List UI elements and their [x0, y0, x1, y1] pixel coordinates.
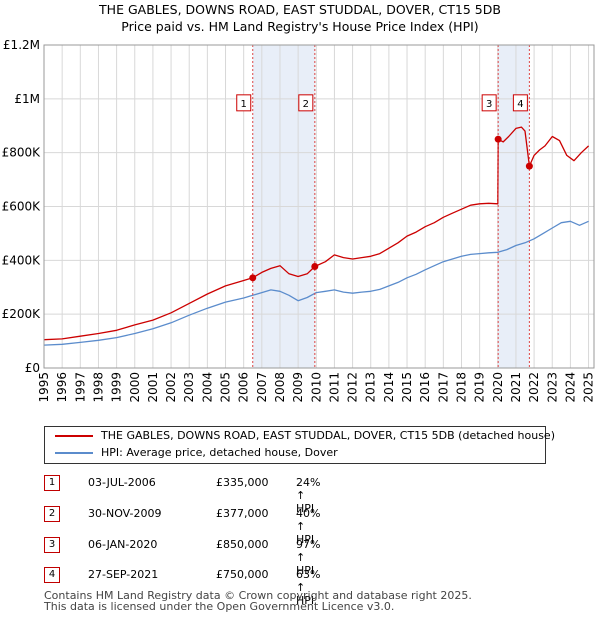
chart-subtitle: Price paid vs. HM Land Registry's House … [121, 19, 478, 34]
x-tick-label: 2004 [200, 372, 214, 403]
footer-attribution: Contains HM Land Registry data © Crown c… [44, 590, 472, 612]
sale-hpi-change: 40% ↑ HPI [296, 507, 321, 546]
legend-swatch-property [55, 435, 93, 437]
y-tick-label: £400K [2, 253, 42, 267]
y-tick-label: £0 [25, 361, 40, 375]
sale-marker-label: 4 [517, 99, 523, 110]
x-tick-label: 2005 [219, 372, 233, 403]
x-tick-label: 1999 [110, 372, 124, 403]
x-tick-label: 1996 [55, 372, 69, 403]
x-tick-label: 2002 [164, 372, 178, 403]
sale-number-badge: 3 [44, 537, 60, 553]
x-tick-label: 1998 [91, 372, 105, 403]
x-tick-label: 2009 [291, 372, 305, 403]
footer-line-licence: This data is licensed under the Open Gov… [44, 600, 395, 613]
x-tick-label: 2003 [182, 372, 196, 403]
x-tick-label: 2006 [237, 372, 251, 403]
x-tick-label: 2012 [346, 372, 360, 403]
chart-title: THE GABLES, DOWNS ROAD, EAST STUDDAL, DO… [98, 2, 501, 17]
x-tick-label: 2024 [563, 372, 577, 403]
x-tick-label: 2016 [418, 372, 432, 403]
sale-price: £850,000 [216, 538, 269, 551]
y-tick-label: £800K [2, 146, 42, 160]
sale-marker-label: 1 [241, 99, 247, 110]
footer-line-copyright: Contains HM Land Registry data © Crown c… [44, 589, 472, 602]
x-tick-label: 2020 [491, 372, 505, 403]
property-price-line [43, 126, 590, 341]
sale-hpi-change: 63% ↑ HPI [296, 568, 321, 607]
x-tick-label: 1997 [73, 372, 87, 403]
x-tick-label: 1995 [37, 372, 51, 403]
x-tick-label: 2021 [509, 372, 523, 403]
x-tick-label: 2019 [473, 372, 487, 403]
sale-hpi-change: 24% ↑ HPI [296, 476, 321, 515]
price-chart: THE GABLES, DOWNS ROAD, EAST STUDDAL, DO… [2, 2, 596, 403]
x-tick-label: 2025 [582, 372, 596, 403]
y-tick-label: £1.2M [3, 38, 40, 52]
sale-marker-badge [298, 94, 314, 112]
sale-price: £750,000 [216, 568, 269, 581]
legend-label-hpi: HPI: Average price, detached house, Dove… [101, 446, 338, 459]
x-tick-label: 2013 [364, 372, 378, 403]
chart-legend: THE GABLES, DOWNS ROAD, EAST STUDDAL, DO… [44, 426, 555, 464]
sale-number-badge: 1 [44, 475, 60, 491]
sale-date: 27-SEP-2021 [88, 568, 159, 581]
y-tick-label: £600K [2, 200, 42, 214]
hpi-line [43, 220, 589, 346]
sale-number-badge: 2 [44, 506, 60, 522]
x-tick-label: 2017 [436, 372, 450, 403]
plot-frame [43, 44, 595, 369]
sale-point [311, 263, 319, 271]
sale-marker-label: 2 [303, 99, 309, 110]
x-tick-label: 2023 [545, 372, 559, 403]
x-tick-label: 2014 [382, 372, 396, 403]
sale-price: £377,000 [216, 507, 269, 520]
x-tick-label: 2010 [309, 372, 323, 403]
sale-hpi-change: 97% ↑ HPI [296, 538, 321, 577]
sale-point [494, 135, 502, 143]
x-tick-label: 2008 [273, 372, 287, 403]
sale-date: 06-JAN-2020 [88, 538, 158, 551]
sale-point [249, 274, 257, 282]
legend-label-property: THE GABLES, DOWNS ROAD, EAST STUDDAL, DO… [101, 429, 555, 442]
legend-swatch-hpi [55, 452, 93, 454]
x-tick-label: 2011 [327, 372, 341, 403]
sale-price: £335,000 [216, 476, 269, 489]
x-tick-label: 2007 [255, 372, 269, 403]
sale-marker-badge [481, 94, 497, 112]
x-tick-label: 2022 [527, 372, 541, 403]
sale-marker-label: 3 [486, 99, 492, 110]
x-tick-label: 2018 [454, 372, 468, 403]
y-tick-label: £200K [2, 307, 42, 321]
sale-date: 03-JUL-2006 [88, 476, 156, 489]
x-tick-label: 2015 [400, 372, 414, 403]
sale-marker-badge [512, 94, 528, 112]
x-tick-label: 2000 [128, 372, 142, 403]
sale-date: 30-NOV-2009 [88, 507, 162, 520]
sale-marker-badge [236, 94, 252, 112]
y-tick-label: £1M [14, 92, 40, 106]
x-tick-label: 2001 [146, 372, 160, 403]
sale-point [525, 162, 533, 170]
sale-number-badge: 4 [44, 567, 60, 583]
